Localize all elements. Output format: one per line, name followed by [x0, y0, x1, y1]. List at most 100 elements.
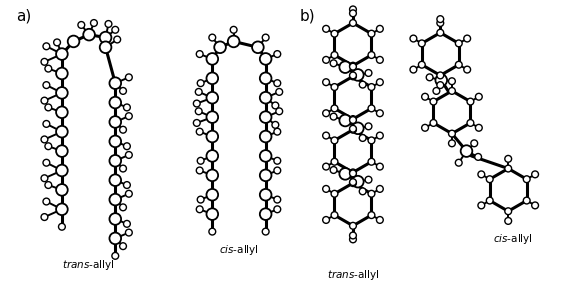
- Circle shape: [331, 105, 338, 112]
- Circle shape: [377, 132, 383, 139]
- Circle shape: [56, 165, 68, 176]
- Circle shape: [260, 208, 272, 220]
- Circle shape: [330, 60, 337, 67]
- Circle shape: [41, 214, 48, 220]
- Circle shape: [123, 182, 130, 188]
- Circle shape: [105, 20, 112, 27]
- Circle shape: [350, 236, 356, 243]
- Circle shape: [110, 155, 121, 167]
- Circle shape: [207, 189, 218, 201]
- Circle shape: [119, 243, 126, 250]
- Circle shape: [448, 140, 455, 147]
- Circle shape: [45, 143, 52, 150]
- Circle shape: [323, 217, 329, 223]
- Circle shape: [350, 179, 356, 185]
- Circle shape: [272, 102, 279, 109]
- Circle shape: [377, 110, 383, 117]
- Circle shape: [418, 61, 425, 68]
- Circle shape: [359, 188, 366, 195]
- Circle shape: [359, 135, 366, 141]
- Circle shape: [330, 167, 337, 174]
- Circle shape: [110, 77, 121, 89]
- Circle shape: [274, 51, 281, 57]
- Circle shape: [262, 228, 269, 235]
- Circle shape: [114, 36, 121, 43]
- Circle shape: [350, 73, 356, 80]
- Circle shape: [350, 170, 356, 177]
- Circle shape: [350, 117, 356, 124]
- Circle shape: [455, 159, 462, 166]
- Circle shape: [475, 93, 482, 100]
- Circle shape: [437, 29, 444, 36]
- Circle shape: [110, 174, 121, 186]
- Circle shape: [252, 41, 263, 53]
- Circle shape: [56, 126, 68, 137]
- Circle shape: [123, 104, 130, 111]
- Circle shape: [126, 190, 132, 197]
- Circle shape: [91, 20, 98, 26]
- Circle shape: [467, 98, 474, 105]
- Circle shape: [119, 87, 126, 94]
- Circle shape: [274, 196, 281, 203]
- Circle shape: [207, 72, 218, 84]
- Circle shape: [532, 171, 538, 178]
- Circle shape: [110, 97, 121, 108]
- Circle shape: [359, 81, 366, 88]
- Circle shape: [260, 111, 272, 123]
- Circle shape: [377, 185, 383, 192]
- Circle shape: [323, 185, 329, 192]
- Circle shape: [119, 204, 126, 211]
- Circle shape: [274, 157, 281, 164]
- Circle shape: [56, 87, 68, 99]
- Circle shape: [478, 202, 484, 209]
- Circle shape: [331, 137, 338, 144]
- Circle shape: [112, 26, 119, 33]
- Circle shape: [207, 150, 218, 162]
- Circle shape: [197, 80, 204, 87]
- Circle shape: [350, 62, 356, 69]
- Circle shape: [207, 92, 218, 104]
- Circle shape: [448, 87, 455, 94]
- Circle shape: [110, 135, 121, 147]
- Circle shape: [272, 122, 279, 128]
- Circle shape: [350, 63, 356, 70]
- Text: $\it{trans}$-allyl: $\it{trans}$-allyl: [327, 268, 379, 281]
- Circle shape: [331, 158, 338, 165]
- Circle shape: [207, 131, 218, 142]
- Circle shape: [365, 123, 372, 130]
- Circle shape: [352, 122, 364, 134]
- Circle shape: [126, 113, 132, 120]
- Circle shape: [43, 120, 50, 127]
- Circle shape: [112, 252, 119, 259]
- Circle shape: [350, 126, 356, 133]
- Circle shape: [505, 155, 511, 162]
- Circle shape: [377, 57, 383, 63]
- Circle shape: [368, 212, 375, 218]
- Circle shape: [207, 208, 218, 220]
- Circle shape: [437, 72, 444, 79]
- Circle shape: [53, 39, 60, 46]
- Circle shape: [478, 171, 484, 178]
- Circle shape: [331, 84, 338, 90]
- Circle shape: [43, 198, 50, 205]
- Text: $\it{cis}$-allyl: $\it{cis}$-allyl: [219, 243, 259, 257]
- Circle shape: [418, 40, 425, 47]
- Circle shape: [532, 202, 538, 209]
- Circle shape: [260, 53, 272, 65]
- Circle shape: [377, 26, 383, 32]
- Circle shape: [330, 113, 337, 120]
- Circle shape: [377, 79, 383, 85]
- Circle shape: [464, 35, 471, 42]
- Circle shape: [350, 169, 356, 176]
- Circle shape: [448, 130, 455, 137]
- Circle shape: [56, 184, 68, 196]
- Circle shape: [196, 167, 203, 174]
- Circle shape: [430, 98, 437, 105]
- Circle shape: [126, 74, 132, 81]
- Circle shape: [505, 165, 511, 172]
- Circle shape: [41, 175, 48, 182]
- Circle shape: [368, 158, 375, 165]
- Circle shape: [350, 116, 356, 122]
- Circle shape: [276, 89, 282, 95]
- Circle shape: [195, 108, 202, 115]
